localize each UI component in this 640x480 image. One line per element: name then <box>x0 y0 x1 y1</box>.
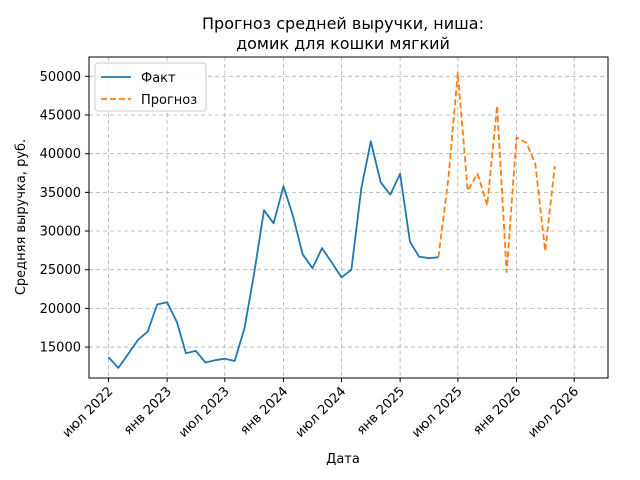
legend-label-forecast: Прогноз <box>141 93 197 108</box>
x-tick-label: янв 2023 <box>121 384 175 438</box>
x-tick-label: июл 2024 <box>293 384 350 441</box>
chart-title-line-1: Прогноз средней выручки, ниша: <box>202 14 484 33</box>
y-tick-label: 15000 <box>40 341 81 356</box>
x-axis-label: Дата <box>326 452 360 467</box>
x-axis: июл 2022 янв 2023 июл 2023 янв 2024 июл 2024… <box>60 378 582 441</box>
y-tick-label: 30000 <box>40 225 81 240</box>
grid-lines <box>89 57 608 378</box>
y-tick-label: 25000 <box>40 263 81 278</box>
x-tick-label: янв 2025 <box>354 384 408 438</box>
x-tick-label: янв 2026 <box>470 384 524 438</box>
y-axis-label: Средняя выручка, руб. <box>14 139 29 295</box>
legend: Факт Прогноз <box>94 62 207 112</box>
y-tick-label: 45000 <box>40 109 81 124</box>
forecast-series-line <box>437 71 556 273</box>
actual-series-line <box>107 140 439 369</box>
x-tick-label: июл 2025 <box>409 384 466 441</box>
y-tick-label: 20000 <box>40 302 81 317</box>
legend-label-fact: Факт <box>141 71 176 86</box>
chart-title-line-2: домик для кошки мягкий <box>236 34 450 53</box>
series-layer <box>107 71 556 369</box>
x-tick-label: июл 2023 <box>176 384 233 441</box>
y-tick-label: 50000 <box>40 70 81 85</box>
x-tick-label: июл 2022 <box>60 384 117 441</box>
plot-frame <box>88 56 609 379</box>
y-axis: 15000 20000 25000 30000 35000 40000 45000 50000 <box>40 70 89 356</box>
y-tick-label: 35000 <box>40 186 81 201</box>
x-tick-label: янв 2024 <box>237 384 291 438</box>
y-tick-label: 40000 <box>40 147 81 162</box>
x-tick-label: июл 2026 <box>526 384 583 441</box>
